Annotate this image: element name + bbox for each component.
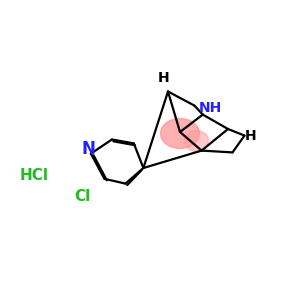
Ellipse shape	[160, 118, 200, 148]
Text: NH: NH	[198, 101, 222, 115]
Text: N: N	[82, 140, 95, 158]
Text: Cl: Cl	[74, 189, 91, 204]
Ellipse shape	[184, 130, 208, 152]
Text: H: H	[158, 71, 169, 85]
Text: H: H	[245, 130, 256, 143]
Text: HCl: HCl	[20, 168, 49, 183]
